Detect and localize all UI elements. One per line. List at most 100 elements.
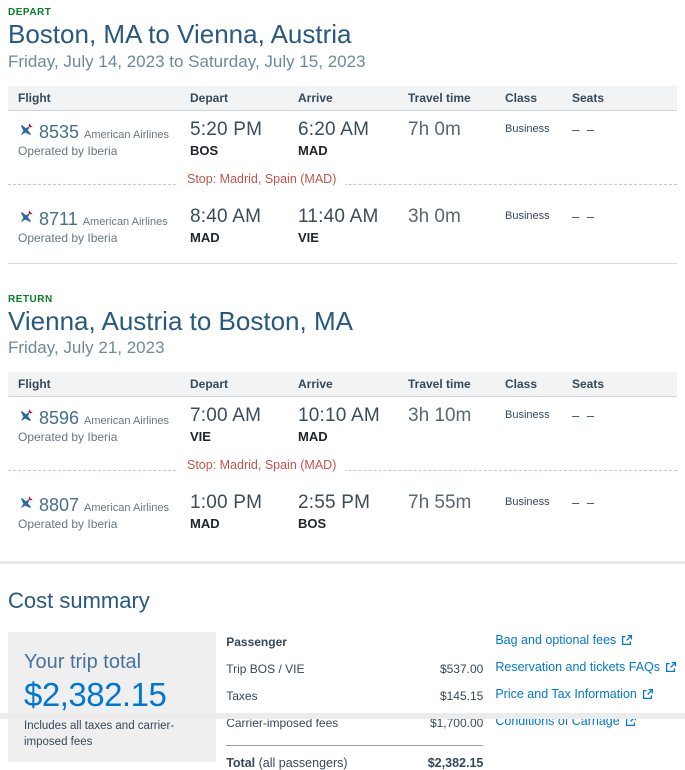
arrive-airport-code: MAD bbox=[298, 429, 328, 445]
flight-cell: 8711 American Airlines Operated by Iberi… bbox=[18, 206, 190, 245]
flight-number: 8807 bbox=[39, 495, 80, 516]
flight-number: 8596 bbox=[39, 408, 80, 429]
return-flights-table: Flight Depart Arrive Travel time Class S… bbox=[8, 372, 677, 535]
depart-time: 8:40 AM bbox=[190, 205, 262, 227]
depart-airport-code: BOS bbox=[190, 142, 219, 158]
passenger-cost-table: Passenger Trip BOS / VIE $537.00 Taxes $… bbox=[226, 632, 484, 770]
arrive-time: 11:40 AM bbox=[298, 205, 379, 227]
cabin-class: Business bbox=[505, 496, 550, 509]
depart-label: DEPART bbox=[8, 7, 52, 18]
column-header-arrive: Arrive bbox=[298, 90, 333, 105]
operated-by: Operated by Iberia bbox=[18, 430, 118, 445]
total-label: Total bbox=[226, 756, 256, 770]
depart-airport-code: MAD bbox=[190, 516, 220, 532]
depart-flights-table: Flight Depart Arrive Travel time Class S… bbox=[8, 85, 677, 249]
column-header-flight: Flight bbox=[18, 377, 51, 392]
return-dates: Friday, July 21, 2023 bbox=[8, 338, 165, 358]
arrive-cell: 6:20 AM MAD bbox=[298, 119, 408, 158]
carrier-name: American Airlines bbox=[84, 415, 170, 428]
stop-row: Stop: Madrid, Spain (MAD) bbox=[8, 458, 677, 473]
cabin-class: Business bbox=[505, 122, 550, 135]
depart-cell: 5:20 PM BOS bbox=[190, 119, 298, 158]
flight-number: 8711 bbox=[39, 208, 78, 229]
operated-by: Operated by Iberia bbox=[18, 143, 118, 158]
seats-value: – – bbox=[572, 121, 597, 137]
flight-number: 8535 bbox=[39, 121, 80, 142]
airplane-icon bbox=[18, 408, 34, 425]
depart-cell: 1:00 PM MAD bbox=[190, 492, 298, 531]
carrier-name: American Airlines bbox=[84, 128, 170, 141]
flight-cell: 8807 American Airlines Operated by Iberi… bbox=[18, 492, 190, 531]
depart-title: Boston, MA to Vienna, Austria bbox=[8, 19, 352, 49]
flight-cell: 8596 American Airlines Operated by Iberi… bbox=[18, 405, 190, 444]
column-header-depart: Depart bbox=[190, 377, 229, 392]
section-divider bbox=[8, 262, 677, 264]
trip-total-note: Includes all taxes and carrier-imposed f… bbox=[24, 720, 175, 748]
cost-summary-title: Cost summary bbox=[8, 588, 150, 614]
column-header-seats: Seats bbox=[572, 90, 605, 105]
depart-cell: 8:40 AM MAD bbox=[190, 206, 298, 245]
cabin-class: Business bbox=[505, 209, 550, 222]
flight-cell: 8535 American Airlines Operated by Iberi… bbox=[18, 119, 190, 158]
arrive-airport-code: BOS bbox=[298, 516, 327, 532]
total-amount: $2,382.15 bbox=[427, 756, 484, 770]
return-title: Vienna, Austria to Boston, MA bbox=[8, 305, 353, 336]
arrive-cell: 11:40 AM VIE bbox=[298, 206, 408, 245]
table-header-row: Flight Depart Arrive Travel time Class S… bbox=[8, 85, 677, 111]
arrive-airport-code: VIE bbox=[298, 229, 319, 245]
link-price-and-tax-information[interactable]: Price and Tax Information bbox=[495, 687, 677, 701]
flight-row: 8807 American Airlines Operated by Iberi… bbox=[8, 484, 677, 535]
return-label: RETURN bbox=[8, 293, 53, 305]
stop-note: Stop: Madrid, Spain (MAD) bbox=[178, 171, 346, 186]
link-bag-and-optional-fees[interactable]: Bag and optional fees bbox=[495, 633, 677, 647]
flight-row: 8711 American Airlines Operated by Iberi… bbox=[8, 198, 677, 249]
cabin-class: Business bbox=[505, 409, 550, 422]
cost-item-amount: $145.15 bbox=[439, 689, 484, 704]
total-sublabel: (all passengers) bbox=[258, 756, 348, 770]
stop-row: Stop: Madrid, Spain (MAD) bbox=[8, 171, 677, 186]
seats-value: – – bbox=[572, 408, 597, 424]
column-header-class: Class bbox=[505, 90, 538, 105]
arrive-cell: 2:55 PM BOS bbox=[298, 492, 408, 531]
depart-time: 1:00 PM bbox=[190, 492, 263, 514]
total-row: Total (all passengers) $2,382.15 bbox=[226, 756, 483, 770]
depart-airport-code: VIE bbox=[190, 429, 211, 445]
travel-time: 3h 0m bbox=[408, 205, 461, 227]
trip-total-box: Your trip total $2,382.15 Includes all t… bbox=[8, 632, 217, 763]
arrive-cell: 10:10 AM MAD bbox=[298, 405, 408, 444]
column-header-arrive: Arrive bbox=[298, 377, 333, 392]
cost-line-item: Taxes $145.15 bbox=[226, 689, 483, 703]
table-header-row: Flight Depart Arrive Travel time Class S… bbox=[8, 372, 677, 398]
travel-time: 7h 55m bbox=[408, 492, 472, 514]
depart-time: 7:00 AM bbox=[190, 405, 262, 427]
carrier-name: American Airlines bbox=[82, 215, 168, 228]
passenger-header: Passenger bbox=[226, 635, 287, 650]
bottom-edge-strip bbox=[0, 713, 685, 719]
depart-time: 5:20 PM bbox=[190, 118, 263, 140]
cost-item-label: Trip BOS / VIE bbox=[226, 662, 305, 677]
return-section: RETURN Vienna, Austria to Boston, MA Fri… bbox=[8, 292, 677, 536]
link-reservation-and-tickets-faqs[interactable]: Reservation and tickets FAQs bbox=[495, 660, 677, 674]
column-header-seats: Seats bbox=[572, 377, 605, 392]
cost-item-amount: $537.00 bbox=[439, 662, 484, 677]
column-header-travel-time: Travel time bbox=[408, 90, 471, 105]
cost-summary-section: Cost summary Your trip total $2,382.15 I… bbox=[8, 588, 677, 770]
stop-note: Stop: Madrid, Spain (MAD) bbox=[178, 458, 346, 473]
external-link-icon bbox=[642, 689, 653, 700]
fee-links: Bag and optional fees Reservation and ti… bbox=[495, 632, 677, 741]
operated-by: Operated by Iberia bbox=[18, 230, 118, 245]
depart-dates: Friday, July 14, 2023 to Saturday, July … bbox=[8, 51, 366, 71]
column-header-travel-time: Travel time bbox=[408, 377, 471, 392]
arrive-time: 2:55 PM bbox=[298, 492, 371, 514]
column-header-flight: Flight bbox=[18, 90, 51, 105]
operated-by: Operated by Iberia bbox=[18, 517, 118, 532]
flight-row: 8596 American Airlines Operated by Iberi… bbox=[8, 397, 677, 448]
arrive-time: 10:10 AM bbox=[298, 405, 380, 427]
trip-total-amount: $2,382.15 bbox=[24, 676, 167, 714]
cost-line-item: Trip BOS / VIE $537.00 bbox=[226, 662, 483, 676]
seats-value: – – bbox=[572, 208, 597, 224]
arrive-airport-code: MAD bbox=[298, 142, 328, 158]
column-header-class: Class bbox=[505, 377, 538, 392]
depart-airport-code: MAD bbox=[190, 229, 220, 245]
flight-row: 8535 American Airlines Operated by Iberi… bbox=[8, 111, 677, 162]
